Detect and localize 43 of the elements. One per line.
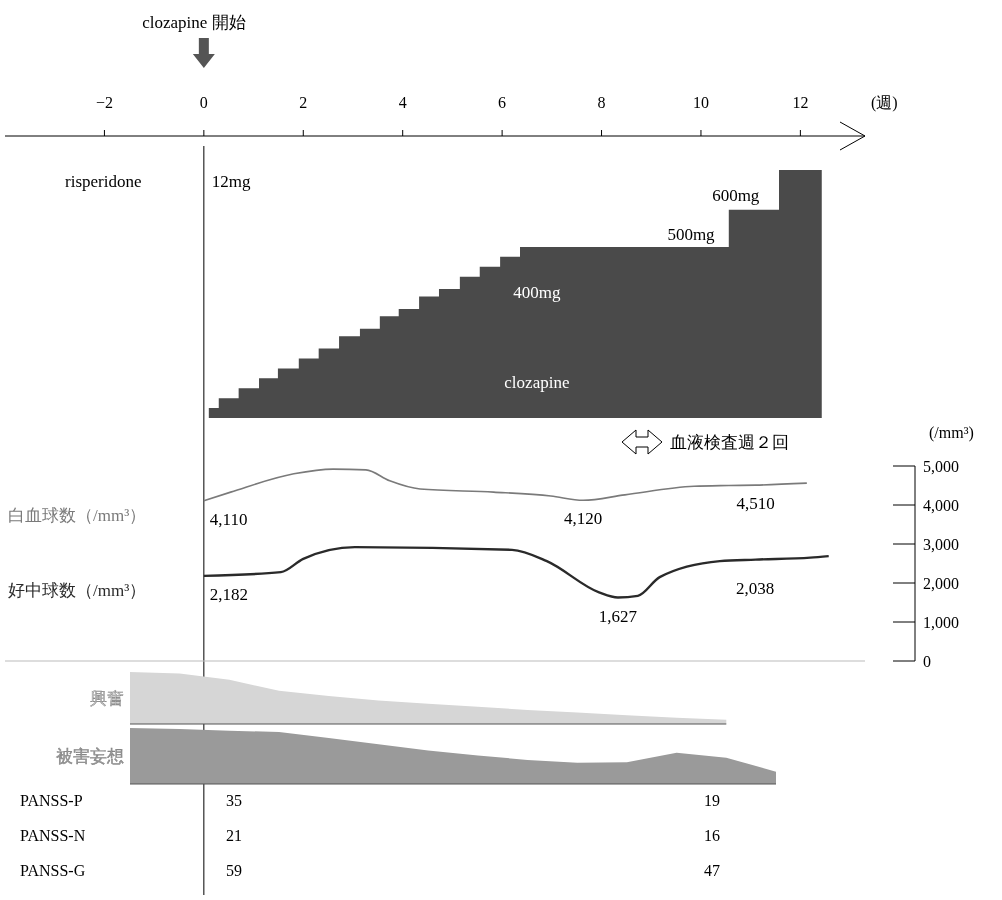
text: 血液検査週２回 (670, 433, 789, 452)
x-tick-label: 12 (792, 94, 809, 111)
annotation: 2,038 (735, 579, 775, 598)
x-tick-label: 10 (692, 94, 709, 111)
x-tick-label: 4 (398, 94, 407, 111)
data-label: 16 (704, 827, 720, 844)
category-label: PANSS-G (20, 862, 86, 879)
y-axis-title: (/mm³) (929, 424, 974, 442)
series-label: 被害妄想 (56, 747, 124, 766)
data-label: 21 (226, 827, 242, 844)
annotation: 4,510 (736, 494, 775, 514)
annotation: 4,110 (209, 509, 248, 529)
series-label: 興奮 (90, 689, 124, 708)
annotation: 1,627 (598, 606, 638, 626)
y-tick-label: 3,000 (923, 535, 959, 553)
y-tick-label: 4,000 (923, 496, 959, 514)
annotation: risperidone (65, 172, 142, 191)
text: 好中球数（/mm³） (8, 580, 147, 600)
x-tick-label: 8 (597, 94, 606, 111)
x-tick-label: 6 (498, 94, 507, 111)
annotation: 600mg (712, 186, 760, 205)
y-tick-label: 1,000 (923, 613, 959, 631)
x-tick-label: 2 (299, 94, 308, 111)
x-tick-label: −2 (95, 94, 113, 111)
y-tick-label: 5,000 (923, 457, 959, 475)
y-tick-label: 2,000 (923, 574, 959, 592)
annotation: 4,120 (564, 509, 603, 529)
data-label: 35 (226, 792, 242, 809)
annotation: clozapine (504, 373, 570, 392)
category-label: PANSS-P (20, 792, 83, 809)
annotation: 12mg (211, 172, 252, 191)
y-tick-label: 0 (923, 652, 931, 670)
category-label: PANSS-N (20, 827, 86, 844)
annotation: 2,182 (209, 584, 249, 604)
x-axis-title: (週) (871, 94, 898, 112)
annotation: 400mg (513, 283, 562, 302)
data-label: 19 (704, 792, 720, 809)
text: clozapine 開始 (142, 13, 246, 32)
annotation: 500mg (667, 225, 716, 244)
text: 白血球数（/mm³） (8, 505, 147, 525)
data-label: 47 (704, 862, 720, 879)
data-label: 59 (226, 862, 242, 879)
x-tick-label: 0 (199, 94, 208, 111)
